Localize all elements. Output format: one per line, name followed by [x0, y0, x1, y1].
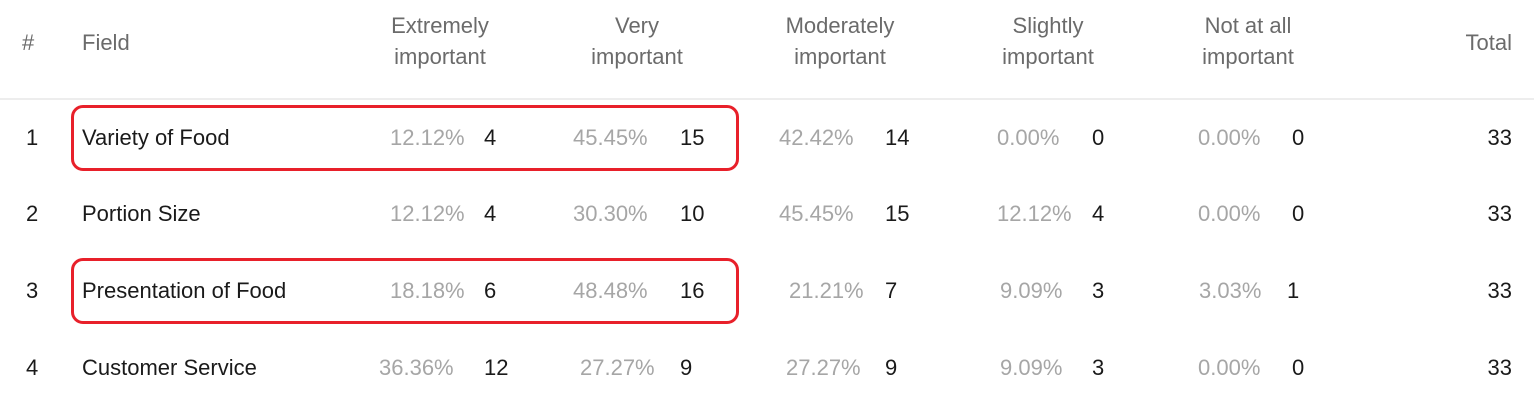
count-value: 0	[1292, 201, 1305, 226]
table-row: 1 Variety of Food 12.12% 4 45.45% 15 42.…	[0, 100, 1534, 176]
count-value: 3	[1092, 278, 1105, 303]
row-number: 1	[26, 125, 39, 150]
count-value: 14	[885, 125, 910, 150]
percent-value: 9.09%	[1000, 278, 1063, 303]
table-header: # Field Extremely important Very importa…	[0, 0, 1534, 100]
percent-value: 12.12%	[997, 201, 1072, 226]
header-total-label: Total	[1465, 30, 1512, 55]
count-value: 15	[885, 201, 910, 226]
header-slightly-important: Slightly important	[948, 10, 1148, 72]
count-value: 6	[484, 278, 497, 303]
count-value: 4	[484, 125, 497, 150]
percent-value: 48.48%	[573, 278, 648, 303]
count-value: 7	[885, 278, 898, 303]
header-line: Not at all	[1204, 13, 1292, 38]
header-very-important: Very important	[537, 10, 737, 72]
percent-value: 0.00%	[1198, 355, 1261, 380]
header-moderately-important: Moderately important	[740, 10, 940, 72]
count-value: 12	[484, 355, 509, 380]
header-line: Very	[614, 13, 660, 38]
total-value: 33	[1487, 355, 1512, 380]
percent-value: 45.45%	[779, 201, 854, 226]
percent-value: 0.00%	[997, 125, 1060, 150]
percent-value: 0.00%	[1198, 201, 1261, 226]
field-name: Customer Service	[82, 355, 257, 380]
row-number: 4	[26, 355, 39, 380]
percent-value: 9.09%	[1000, 355, 1063, 380]
count-value: 0	[1292, 355, 1305, 380]
total-value: 33	[1487, 201, 1512, 226]
table-row: 4 Customer Service 36.36% 12 27.27% 9 27…	[0, 330, 1534, 406]
percent-value: 0.00%	[1198, 125, 1261, 150]
field-name: Portion Size	[82, 201, 201, 226]
percent-value: 45.45%	[573, 125, 648, 150]
header-line: Moderately	[785, 13, 895, 38]
header-field-label: Field	[82, 30, 130, 55]
count-value: 4	[1092, 201, 1105, 226]
header-index-label: #	[22, 30, 35, 55]
header-extremely-important: Extremely important	[340, 10, 540, 72]
percent-value: 36.36%	[379, 355, 454, 380]
count-value: 0	[1092, 125, 1105, 150]
count-value: 4	[484, 201, 497, 226]
header-line: important	[591, 44, 683, 69]
count-value: 9	[885, 355, 898, 380]
table-row: 3 Presentation of Food 18.18% 6 48.48% 1…	[0, 253, 1534, 329]
total-value: 33	[1487, 278, 1512, 303]
total-value: 33	[1487, 125, 1512, 150]
header-line: Slightly	[1012, 13, 1084, 38]
header-not-at-all-important: Not at all important	[1148, 10, 1348, 72]
count-value: 0	[1292, 125, 1305, 150]
percent-value: 27.27%	[580, 355, 655, 380]
table-row: 2 Portion Size 12.12% 4 30.30% 10 45.45%…	[0, 176, 1534, 252]
header-line: important	[1002, 44, 1094, 69]
percent-value: 12.12%	[390, 201, 465, 226]
count-value: 16	[680, 278, 705, 303]
row-number: 2	[26, 201, 39, 226]
field-name: Presentation of Food	[82, 278, 287, 303]
count-value: 3	[1092, 355, 1105, 380]
percent-value: 27.27%	[786, 355, 861, 380]
percent-value: 18.18%	[390, 278, 465, 303]
percent-value: 12.12%	[390, 125, 465, 150]
percent-value: 30.30%	[573, 201, 648, 226]
row-number: 3	[26, 278, 39, 303]
header-index: #	[22, 27, 34, 58]
count-value: 15	[680, 125, 705, 150]
count-value: 9	[680, 355, 693, 380]
percent-value: 21.21%	[789, 278, 864, 303]
field-name: Variety of Food	[82, 125, 230, 150]
percent-value: 42.42%	[779, 125, 854, 150]
count-value: 10	[680, 201, 705, 226]
header-line: Extremely	[391, 13, 489, 38]
count-value: 1	[1287, 278, 1300, 303]
header-line: important	[794, 44, 886, 69]
header-total: Total	[1466, 27, 1512, 58]
header-line: important	[1202, 44, 1294, 69]
percent-value: 3.03%	[1199, 278, 1262, 303]
header-line: important	[394, 44, 486, 69]
header-field: Field	[82, 27, 130, 58]
